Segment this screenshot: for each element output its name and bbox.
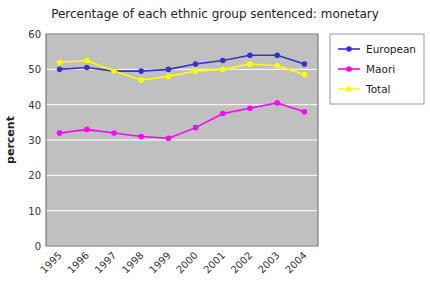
point <box>302 72 308 78</box>
y-tick-label: 60 <box>28 29 41 40</box>
grid-line <box>46 175 318 176</box>
point <box>247 52 253 58</box>
x-tick-label: 1999 <box>147 250 173 276</box>
x-tick-label: 1995 <box>38 250 64 276</box>
point <box>138 134 144 140</box>
point <box>166 135 172 141</box>
x-tick-label: 1996 <box>65 250 91 276</box>
point <box>302 109 308 115</box>
plot-area <box>46 34 318 246</box>
point <box>220 58 226 64</box>
point <box>138 68 144 74</box>
point <box>57 130 63 136</box>
x-tick-label: 2002 <box>229 250 255 276</box>
y-tick-label: 0 <box>35 241 41 252</box>
x-tick-label: 2000 <box>174 250 200 276</box>
point <box>220 67 226 73</box>
legend-marker <box>346 86 352 92</box>
point <box>193 61 199 67</box>
plot-frame <box>46 34 318 246</box>
grid-line <box>46 210 318 211</box>
series-group <box>57 52 307 141</box>
x-tick-label: 2004 <box>283 250 309 276</box>
legend: European Maori Total <box>330 34 424 104</box>
legend-marker <box>346 46 352 52</box>
series-line <box>60 61 305 80</box>
point <box>57 67 63 73</box>
point <box>193 68 199 74</box>
legend-box <box>330 34 424 104</box>
point <box>138 77 144 83</box>
grid-line <box>46 140 318 141</box>
x-tick-label: 1997 <box>93 250 119 276</box>
series-line <box>60 55 305 71</box>
point <box>84 65 90 71</box>
y-tick-label: 40 <box>28 100 41 111</box>
y-tick-label: 50 <box>28 64 41 75</box>
point <box>247 61 253 67</box>
x-tick-label: 2001 <box>201 250 227 276</box>
point <box>111 68 117 74</box>
title: Percentage of each ethnic group sentence… <box>51 7 379 21</box>
point <box>274 100 280 106</box>
x-tick-label: 2003 <box>256 250 282 276</box>
point <box>84 58 90 64</box>
point <box>220 111 226 117</box>
legend-label: Maori <box>366 63 395 75</box>
point <box>111 68 117 74</box>
point <box>166 74 172 80</box>
series-line <box>60 103 305 138</box>
legend-label: Total <box>365 83 391 95</box>
point <box>247 105 253 111</box>
legend-label: European <box>366 43 416 55</box>
point <box>57 59 63 65</box>
point <box>111 130 117 136</box>
point <box>84 127 90 133</box>
point <box>166 67 172 73</box>
y-tick-label: 20 <box>28 170 41 181</box>
legend-marker <box>346 66 352 72</box>
y-axis-label: percent <box>4 116 17 164</box>
x-tick-label: 1998 <box>120 250 146 276</box>
y-tick-label: 30 <box>28 135 41 146</box>
chart: Percentage of each ethnic group sentence… <box>0 0 430 297</box>
point <box>274 52 280 58</box>
point <box>274 63 280 69</box>
y-tick-label: 10 <box>28 206 41 217</box>
point <box>193 125 199 131</box>
point <box>302 61 308 67</box>
